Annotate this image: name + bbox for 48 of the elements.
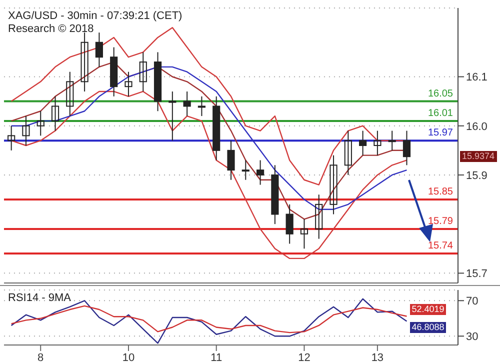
candlestick xyxy=(286,204,294,244)
x-tick-label: 13 xyxy=(371,352,384,362)
y-tick-label: 30 xyxy=(466,331,478,344)
candlestick xyxy=(242,160,250,180)
ref-line-label: 15.97 xyxy=(428,128,454,139)
chart-title: XAG/USD - 30min - 07:39:21 (CET) xyxy=(8,10,182,23)
candlestick xyxy=(359,130,367,156)
candlestick xyxy=(8,125,16,151)
candlestick xyxy=(95,32,103,68)
candlestick xyxy=(344,130,352,176)
data-label: 46.8088 xyxy=(410,322,446,334)
ref-line-label: 16.01 xyxy=(428,108,454,119)
candlestick xyxy=(374,130,382,156)
candlestick xyxy=(227,140,235,180)
chart-title: RSI14 - 9MA xyxy=(8,292,71,305)
candlestick xyxy=(22,116,30,146)
text: 15.9374 xyxy=(460,150,497,162)
candlestick xyxy=(402,130,411,166)
text: Research © 2018 xyxy=(8,23,95,36)
x-tick-label: 8 xyxy=(38,352,44,362)
candlestick xyxy=(139,52,147,92)
candlestick xyxy=(300,218,308,250)
candlestick xyxy=(168,90,176,142)
data-label: 52.4019 xyxy=(410,304,446,316)
candlestick xyxy=(36,110,44,136)
x-tick-label: 11 xyxy=(210,352,222,362)
candlestick xyxy=(183,90,191,117)
candlestick xyxy=(388,130,396,151)
candlestick xyxy=(330,154,338,215)
ref-line-label: 15.85 xyxy=(428,186,454,198)
y-tick-label: 16.1 xyxy=(466,72,488,84)
y-tick-label: 15.7 xyxy=(466,268,488,280)
line-series xyxy=(10,305,408,334)
ref-line-label: 16.05 xyxy=(428,88,454,100)
candlestick xyxy=(256,160,264,186)
candlestick xyxy=(315,194,323,240)
x-tick-label: 12 xyxy=(298,352,310,362)
x-tick-label: 10 xyxy=(122,352,135,362)
candlestick xyxy=(80,32,88,92)
y-tick-label: 70 xyxy=(466,296,478,308)
y-tick-label: 15.9 xyxy=(466,170,488,182)
y-tick-label: 16.0 xyxy=(466,120,488,133)
candlestick xyxy=(198,96,206,117)
ref-line-label: 15.79 xyxy=(428,216,454,227)
ref-line-label: 15.74 xyxy=(428,240,454,252)
candlestick xyxy=(124,71,132,97)
candlestick xyxy=(51,96,60,132)
candlestick xyxy=(66,71,74,117)
